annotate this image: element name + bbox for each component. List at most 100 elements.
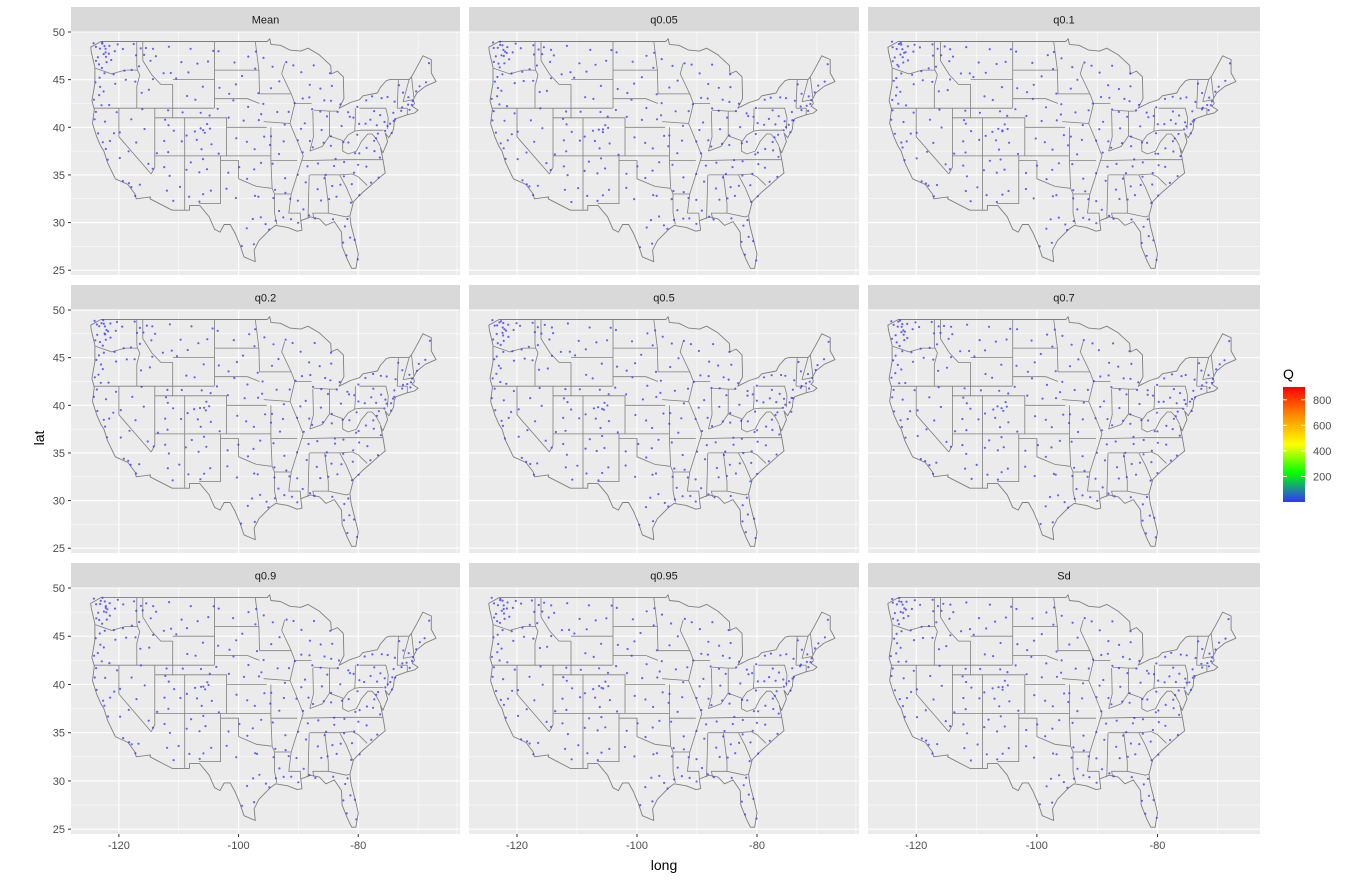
station-point [920,180,923,183]
facet-label: q0.95 [650,571,678,583]
station-point [925,739,928,742]
station-point [694,500,697,503]
station-point [534,420,537,423]
station-point [114,329,117,332]
station-point [625,172,628,175]
station-point [696,450,699,453]
station-point [1036,444,1039,447]
station-point [694,417,697,421]
station-point [358,152,361,155]
station-point [757,752,760,755]
station-point [1082,774,1085,777]
station-point [682,191,685,194]
station-point [745,140,749,143]
station-point [227,370,230,373]
station-point [346,217,349,221]
station-point [237,443,240,446]
station-point [579,110,582,113]
state-boundary [307,174,310,219]
station-point [598,667,601,670]
station-point [695,758,698,761]
facet-strip [71,563,460,588]
x-tick-label: -80 [1150,840,1166,852]
state-boundary [915,108,950,175]
station-point [1050,446,1053,449]
station-point [370,396,373,399]
station-point [318,365,321,368]
legend-tick-label: 800 [1313,395,1331,407]
station-point [1081,455,1084,458]
station-point [891,98,894,102]
station-point [379,713,382,716]
station-point [1178,114,1181,117]
station-point [1164,147,1167,150]
station-point [740,800,743,803]
station-point [910,607,914,611]
station-point [180,388,183,392]
station-point [1134,473,1138,476]
station-point [1003,168,1006,171]
station-point [1100,768,1104,771]
station-point [323,655,326,658]
station-point [352,672,355,676]
station-point [383,120,386,124]
station-point [1089,496,1092,499]
station-point [1154,132,1158,135]
station-point [777,155,780,158]
station-point [233,376,236,380]
station-point [308,361,311,364]
station-point [729,494,732,498]
station-point [333,723,336,726]
station-point [539,107,542,110]
station-point [791,667,794,670]
station-point [166,401,169,404]
station-point [499,343,502,346]
station-point [1073,388,1076,392]
station-point [651,242,654,245]
station-point [1006,684,1009,687]
station-point [889,655,892,658]
station-point [668,86,671,89]
station-point [168,731,171,735]
station-point [130,743,133,746]
station-point [1060,57,1063,60]
station-point [336,473,339,476]
station-point [658,161,661,164]
station-point [348,115,351,118]
station-point [667,145,670,148]
station-point [1074,667,1077,670]
station-point [638,523,641,526]
station-point [102,610,105,613]
station-point [1177,689,1180,692]
state-boundary [214,376,260,382]
station-point [226,394,229,397]
station-point [959,350,962,353]
station-point [546,645,549,648]
station-point [384,129,387,132]
state-boundary [339,174,354,203]
station-point [186,652,189,656]
station-point [756,429,759,432]
station-point [246,784,249,788]
state-boundary [199,713,221,762]
state-boundary [662,121,689,124]
station-point [655,395,658,398]
station-point [1038,245,1041,248]
state-boundary [940,597,971,642]
station-point [216,329,219,332]
station-point [697,406,700,409]
state-boundary [1079,619,1091,651]
station-point [1157,753,1160,756]
station-point [750,200,753,203]
station-point [940,609,943,612]
station-point [322,700,325,703]
station-point [660,114,663,117]
station-point [200,148,203,151]
station-point [1150,461,1153,464]
station-point [706,97,709,100]
station-point [634,413,637,417]
station-point [196,620,199,623]
state-boundary [1210,76,1214,98]
state-boundary [1127,490,1149,496]
station-point [1129,496,1132,499]
